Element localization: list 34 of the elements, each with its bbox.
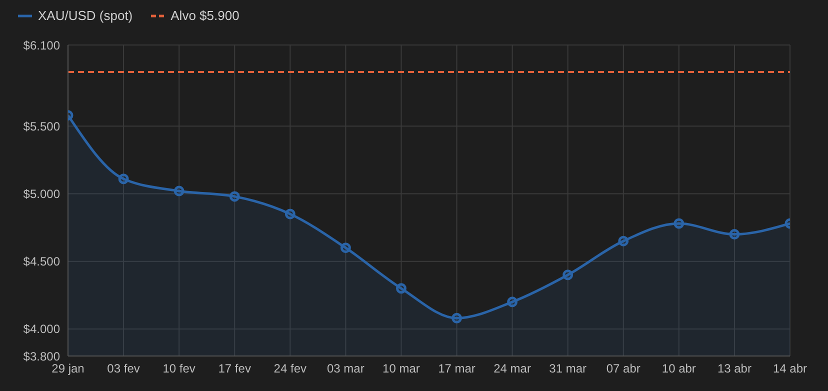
y-tick-label: $3.800 (23, 349, 60, 364)
y-tick-label: $5.500 (23, 119, 60, 134)
point (729, 229, 740, 240)
x-tick-label: 03 mar (327, 362, 364, 376)
y-tick-label: $5.000 (23, 187, 60, 201)
point (174, 186, 184, 196)
y-tick-label: $4.500 (23, 254, 60, 269)
point (340, 242, 351, 254)
point (507, 296, 518, 308)
y-tick-label: $4.000 (23, 322, 60, 336)
x-tick-label: 24 mar (494, 362, 531, 376)
point (618, 236, 629, 246)
legend-label: XAU/USD (spot) (38, 8, 133, 23)
point (284, 208, 296, 220)
y-tick-label: $6.100 (23, 38, 60, 52)
point (674, 218, 684, 229)
x-tick-label: 14 abr (772, 362, 808, 376)
legend-label: Alvo $5.900 (170, 8, 240, 23)
point (118, 174, 129, 184)
x-tick-label: 10 fev (162, 362, 196, 376)
x-tick-label: 17 fev (218, 362, 251, 376)
x-tick-label: 31 mar (549, 362, 587, 376)
x-tick-label: 29 jan (52, 362, 84, 376)
point (562, 270, 574, 280)
x-tick-label: 10 abr (662, 362, 696, 376)
x-tick-label: 03 fev (107, 362, 140, 376)
point (452, 312, 462, 324)
x-tick-label: 10 mar (382, 362, 420, 376)
point (396, 283, 406, 294)
x-tick-label: 17 mar (438, 362, 476, 376)
x-tick-label: 07 abr (606, 362, 640, 376)
point (229, 191, 240, 202)
x-tick-label: 24 fev (274, 362, 307, 376)
x-tick-label: 13 abr (717, 362, 752, 376)
